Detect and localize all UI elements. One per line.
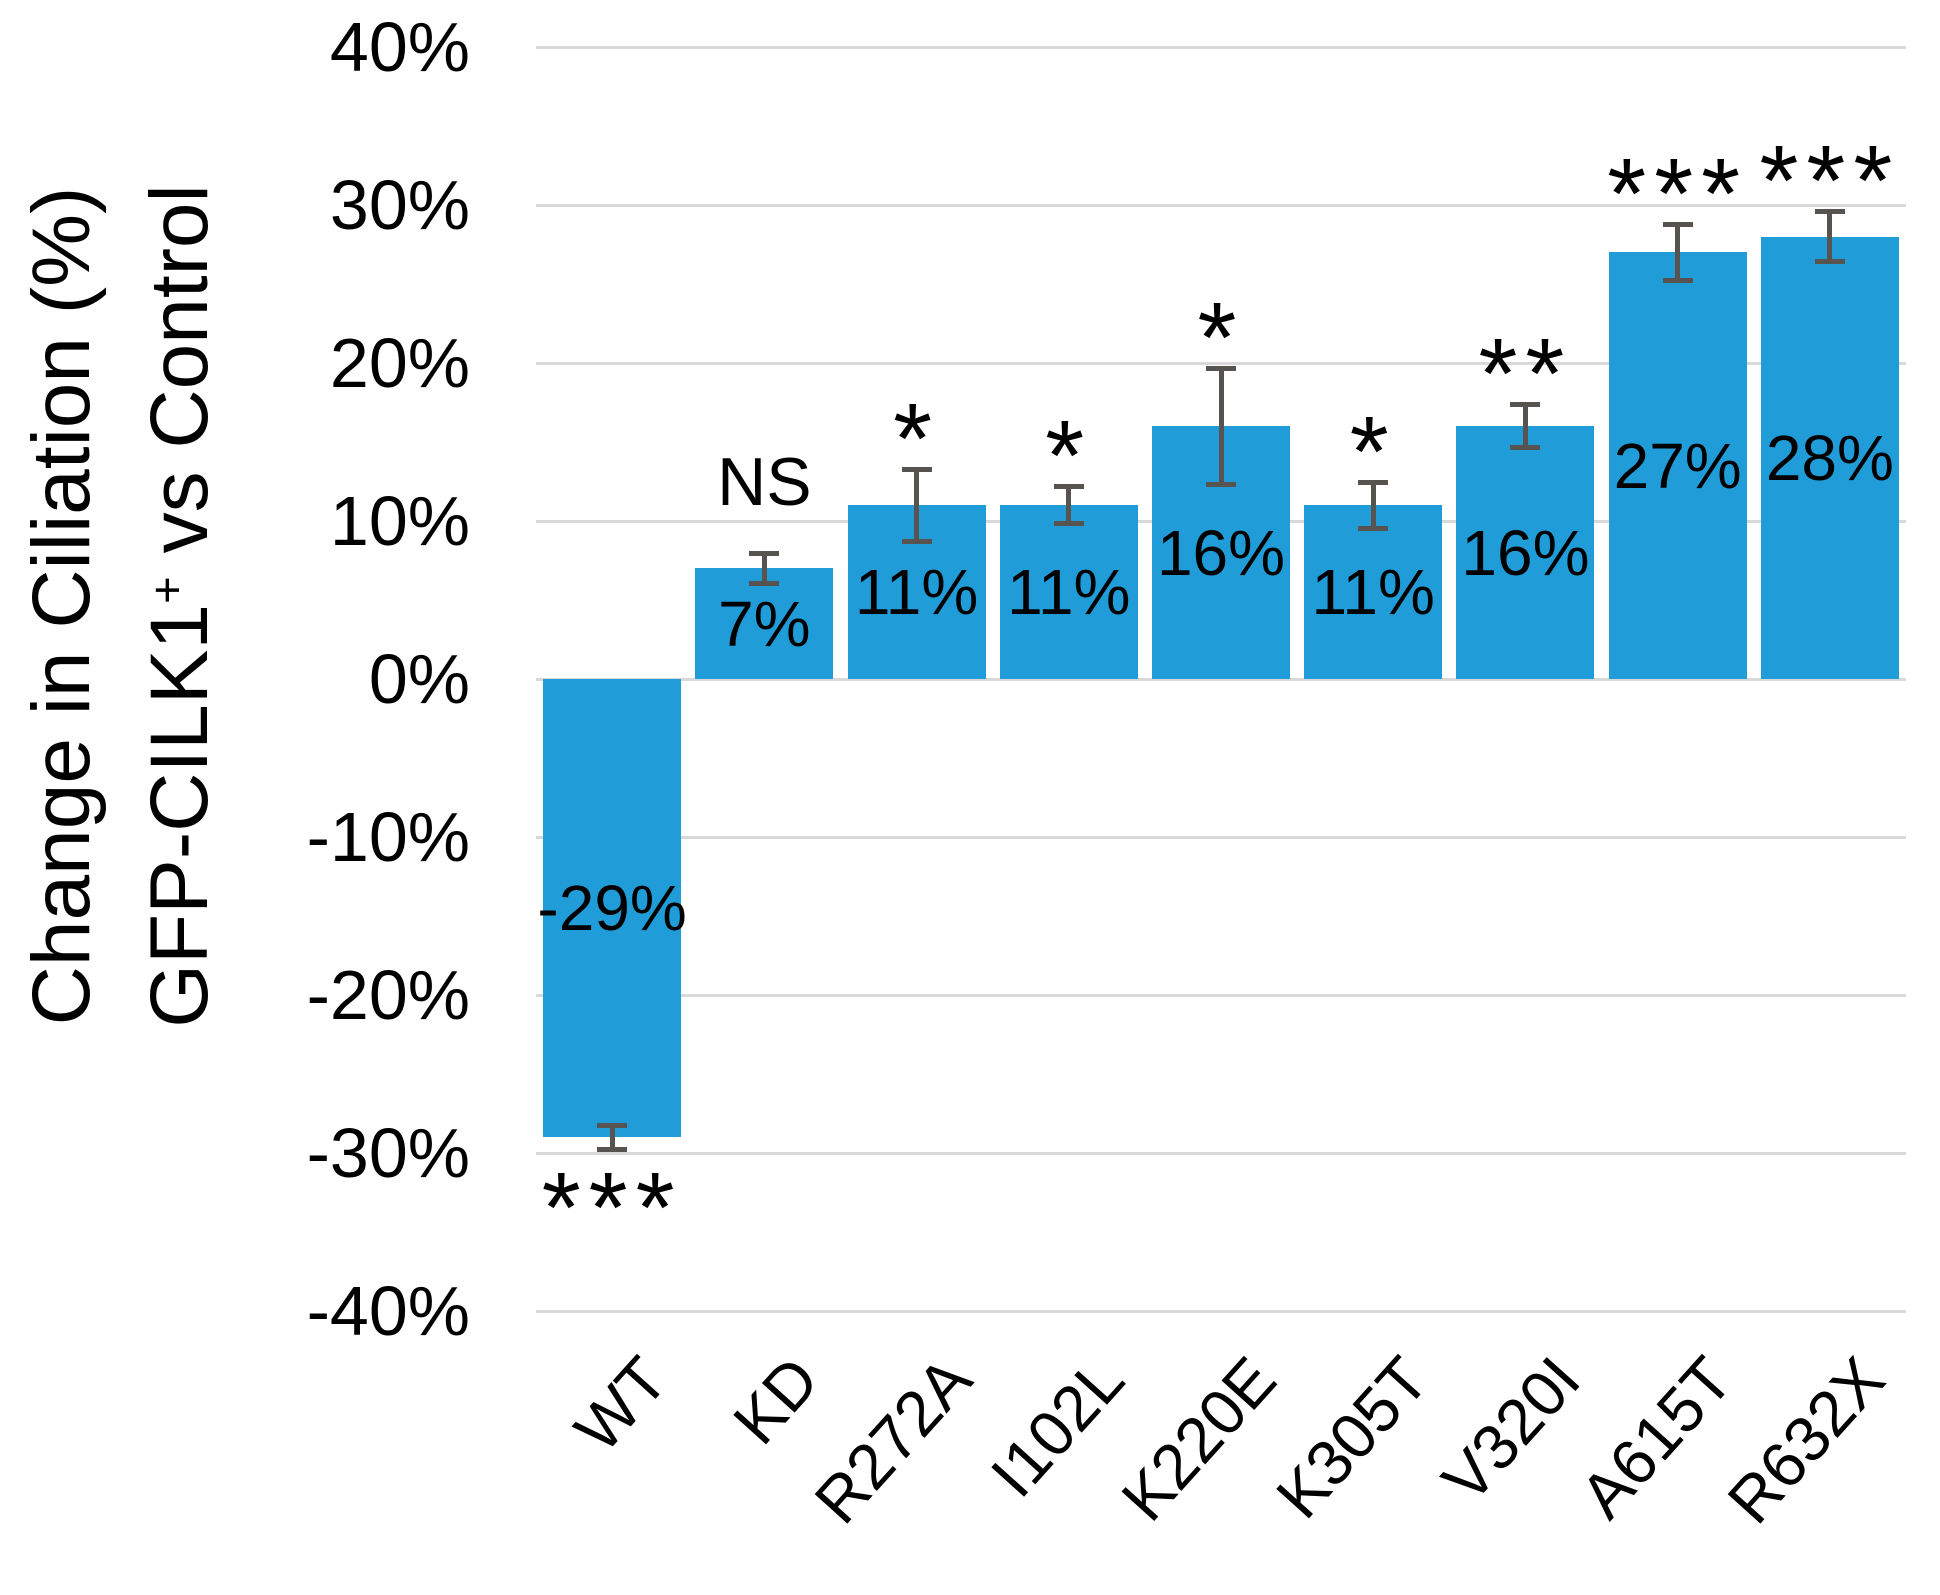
gridline-40% <box>536 46 1906 49</box>
y-tick-label--30%: -30% <box>306 1114 470 1192</box>
y-tick-label--20%: -20% <box>306 956 470 1034</box>
significance-marker-R632X: *** <box>1759 125 1901 238</box>
x-tick-label-R272A: R272A <box>800 1343 986 1537</box>
error-bar-cap-top-R272A <box>901 466 932 472</box>
y-tick-label-0%: 0% <box>368 640 470 718</box>
error-bar-cap-top-A615T <box>1662 221 1693 227</box>
error-bar-R272A <box>914 468 920 542</box>
significance-marker-A615T: *** <box>1607 137 1749 250</box>
error-bar-cap-bottom-KD <box>749 581 780 587</box>
error-bar-cap-top-K220E <box>1206 365 1236 371</box>
bar-value-label-WT: -29% <box>537 872 687 945</box>
bar-value-label-R632X: 28% <box>1765 421 1894 494</box>
error-bar-KD <box>761 552 767 585</box>
gridline--10% <box>536 836 1906 839</box>
bar-value-label-KD: 7% <box>718 587 811 660</box>
error-bar-K305T <box>1370 481 1376 529</box>
error-bar-cap-top-V320I <box>1510 402 1541 408</box>
gridline-30% <box>536 204 1906 207</box>
bar-K305T <box>1304 505 1443 679</box>
error-bar-cap-top-KD <box>749 550 780 556</box>
bar-value-label-R272A: 11% <box>854 556 979 629</box>
bar-value-label-I102L: 11% <box>1007 556 1131 629</box>
y-tick-label-40%: 40% <box>329 8 470 86</box>
significance-marker-K305T: * <box>1349 395 1397 508</box>
x-tick-label-R632X: R632X <box>1713 1343 1899 1537</box>
bar-value-label-A615T: 27% <box>1613 429 1742 502</box>
x-tick-label-K220E: K220E <box>1107 1343 1290 1535</box>
error-bar-I102L <box>1066 486 1072 525</box>
error-bar-K220E <box>1218 367 1224 485</box>
y-tick-label--40%: -40% <box>306 1272 470 1350</box>
gridline--30% <box>536 1152 1906 1155</box>
error-bar-cap-bottom-V320I <box>1510 445 1541 451</box>
gridline--40% <box>536 1310 1906 1313</box>
x-tick-label-WT: WT <box>560 1343 681 1466</box>
error-bar-A615T <box>1675 223 1681 281</box>
significance-marker-V320I: ** <box>1478 318 1573 431</box>
error-bar-WT <box>609 1124 615 1150</box>
error-bar-cap-top-I102L <box>1053 484 1084 490</box>
significance-marker-K220E: * <box>1197 281 1245 394</box>
error-bar-cap-bottom-K220E <box>1206 481 1236 487</box>
bar-V320I <box>1456 426 1595 679</box>
bar-value-label-K305T: 11% <box>1311 556 1435 629</box>
error-bar-cap-bottom-WT <box>597 1146 628 1152</box>
y-axis-title-line1: Change in Ciliation (%) <box>16 186 107 1026</box>
error-bar-cap-top-K305T <box>1358 479 1389 485</box>
x-tick-label-KD: KD <box>719 1343 833 1458</box>
error-bar-cap-bottom-K305T <box>1358 525 1389 531</box>
bar-KD <box>695 568 834 679</box>
error-bar-cap-bottom-R272A <box>901 538 932 544</box>
y-tick-label-10%: 10% <box>329 482 470 560</box>
y-axis-title-superscript: + <box>141 576 195 604</box>
bar-R632X <box>1760 236 1899 679</box>
bar-I102L <box>999 505 1138 679</box>
significance-marker-I102L: * <box>1045 400 1093 513</box>
error-bar-R632X <box>1827 211 1833 262</box>
error-bar-cap-bottom-I102L <box>1053 521 1084 527</box>
bar-WT <box>543 679 682 1138</box>
gridline-20% <box>536 362 1906 365</box>
significance-marker-KD: NS <box>717 443 812 520</box>
x-tick-label-A615T: A615T <box>1566 1343 1747 1532</box>
x-tick-label-V320I: V320I <box>1428 1343 1594 1516</box>
significance-marker-R272A: * <box>893 382 941 495</box>
significance-marker-WT: *** <box>541 1151 683 1264</box>
error-bar-cap-bottom-A615T <box>1662 277 1693 283</box>
bar-value-label-K220E: 16% <box>1156 516 1286 589</box>
error-bar-V320I <box>1522 404 1528 449</box>
error-bar-cap-bottom-R632X <box>1814 258 1845 264</box>
y-tick-label-30%: 30% <box>329 166 470 244</box>
gridline-0% <box>536 678 1906 681</box>
bar-A615T <box>1608 252 1747 679</box>
x-tick-label-K305T: K305T <box>1262 1343 1442 1532</box>
gridline--20% <box>536 994 1906 997</box>
y-tick-label--10%: -10% <box>306 798 470 876</box>
error-bar-cap-top-R632X <box>1814 209 1845 215</box>
error-bar-cap-top-WT <box>597 1122 628 1128</box>
y-tick-label-20%: 20% <box>329 324 470 402</box>
bar-value-label-V320I: 16% <box>1461 516 1590 589</box>
